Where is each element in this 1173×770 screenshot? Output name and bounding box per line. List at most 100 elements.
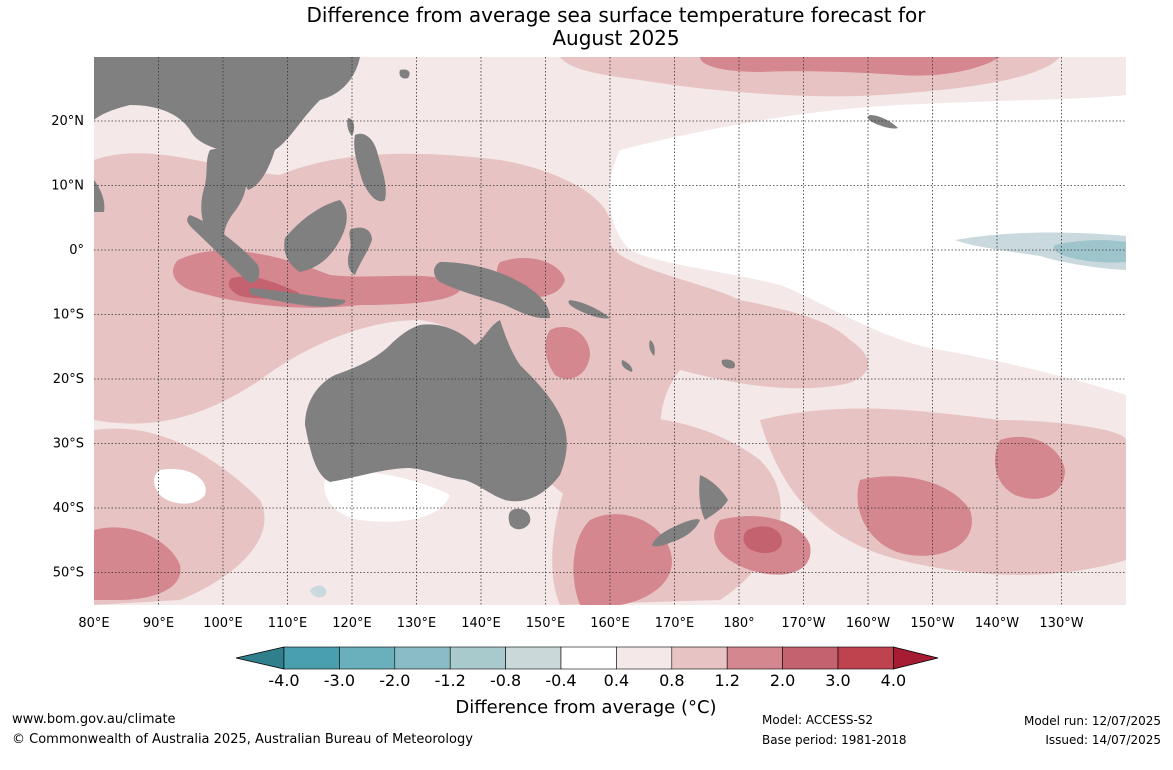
colorbar-swatch (449, 646, 506, 670)
colorbar-unit: °C (687, 697, 710, 718)
cool-region-mid (1053, 240, 1126, 263)
lat-label: 20°N (51, 114, 84, 129)
anomaly-region-coral-sea (545, 326, 590, 379)
colorbar-label: Difference from average ( (455, 697, 688, 718)
land-tasmania (508, 508, 531, 530)
anomaly-region-south-pacific-a (857, 476, 972, 556)
lon-label: 170°W (781, 616, 825, 631)
colorbar-tick-label: -1.2 (435, 671, 466, 690)
lon-label: 110°E (268, 616, 308, 631)
colorbar-tick-label: 3.0 (825, 671, 850, 690)
land-nz-north (699, 475, 728, 520)
colorbar-swatch (837, 646, 894, 670)
title-line-2: August 2025 (552, 26, 680, 50)
footer-model-run: Model run: 12/07/2025 (1023, 714, 1161, 728)
colorbar-under-arrow (235, 646, 285, 670)
lon-label: 130°W (1039, 616, 1083, 631)
colorbar-swatch (616, 646, 673, 670)
lon-label: 100°E (203, 616, 243, 631)
footer-copyright: © Commonwealth of Australia 2025, Austra… (12, 732, 473, 747)
colorbar-tick-label: -3.0 (324, 671, 355, 690)
lon-label: 150°W (910, 616, 954, 631)
colorbar-swatch (394, 646, 451, 670)
latitude-labels: 20°N 10°N 0° 10°S 20°S 30°S 40°S 50°S (51, 114, 84, 581)
colorbar-tick-label: 0.4 (604, 671, 629, 690)
colorbar-swatch (283, 646, 340, 670)
footer-model: Model: ACCESS-S2 (762, 713, 874, 727)
footer-base-period: Base period: 1981-2018 (762, 733, 907, 747)
footer-issued: Issued: 14/07/2025 (1045, 733, 1161, 747)
colorbar-label-close: ) (709, 697, 717, 718)
lon-label: 140°W (975, 616, 1019, 631)
colorbar-tick-label: -0.8 (490, 671, 521, 690)
land-borneo (284, 200, 347, 272)
land-nz-south (652, 519, 700, 547)
lat-label: 10°N (51, 179, 84, 194)
land (94, 57, 898, 547)
chart-title: Difference from average sea surface temp… (0, 4, 1173, 50)
colorbar-swatch (560, 646, 617, 670)
colorbar: -4.0 -3.0 -2.0 -1.2 -0.8 -0.4 0.4 0.8 1.2 2.0 3.0 4… (235, 646, 939, 690)
colorbar-tick-label: 0.8 (659, 671, 684, 690)
lat-label: 10°S (53, 308, 84, 323)
land-new-guinea (434, 262, 550, 319)
lon-label: 80°E (78, 616, 109, 631)
lon-label: 160°E (590, 616, 630, 631)
colorbar-tick-label: -0.4 (545, 671, 576, 690)
neutral-region-south-central (154, 469, 206, 504)
lon-label: 160°W (846, 616, 890, 631)
colorbar-title: Difference from average (°C) (236, 697, 936, 718)
land-japan (399, 69, 410, 79)
lon-label: 180° (723, 616, 754, 631)
gridlines (94, 57, 1126, 605)
colorbar-over-arrow (893, 646, 939, 670)
land-philippines (354, 133, 386, 202)
longitude-labels: 80°E 90°E 100°E 110°E 120°E 130°E 140°E 150°E 16… (78, 616, 1083, 631)
land-vanuatu (649, 340, 655, 356)
anomaly-region-north-pacific-core (700, 57, 1000, 76)
colorbar-swatch (782, 646, 839, 670)
land-sulawesi (347, 227, 372, 275)
title-line-1: Difference from average sea surface temp… (306, 3, 926, 27)
colorbar-tick-label: -4.0 (268, 671, 299, 690)
anomaly-band-cool (310, 232, 1126, 598)
lon-label: 130°E (397, 616, 437, 631)
lon-label: 150°E (526, 616, 566, 631)
land-india-tip (94, 180, 105, 212)
colorbar-swatch (726, 646, 783, 670)
lon-label: 90°E (143, 616, 174, 631)
colorbar-tick-label: 1.2 (714, 671, 739, 690)
land-hainan (269, 119, 282, 131)
lat-label: 20°S (53, 372, 84, 387)
land-solomon (568, 300, 610, 319)
lon-label: 140°E (461, 616, 501, 631)
anomaly-region-south-pacific-b (995, 436, 1065, 499)
anomaly-region-nz (573, 514, 672, 605)
lat-label: 50°S (53, 566, 84, 581)
colorbar-swatch (339, 646, 396, 670)
lon-label: 170°E (655, 616, 695, 631)
land-java (250, 288, 346, 307)
neutral-region-south-indian (324, 470, 450, 522)
land-indochina (201, 148, 247, 247)
land-hawaii (867, 115, 898, 129)
lat-label: 40°S (53, 501, 84, 516)
colorbar-swatch (671, 646, 728, 670)
colorbar-tick-label: -2.0 (379, 671, 410, 690)
anomaly-region-east-nz-core (743, 526, 782, 554)
footer-url[interactable]: www.bom.gov.au/climate (12, 712, 176, 727)
cool-region-south (310, 585, 327, 598)
colorbar-swatch (505, 646, 562, 670)
lat-label: 0° (69, 243, 84, 258)
land-australia (305, 320, 567, 502)
land-sumatra (187, 215, 260, 283)
land-new-caledonia (621, 360, 633, 372)
colorbar-tick-label: 4.0 (881, 671, 906, 690)
anomaly-region-south-indian-b (94, 527, 181, 600)
lon-label: 120°E (332, 616, 372, 631)
colorbar-tick-label: 2.0 (770, 671, 795, 690)
land-asia (94, 57, 360, 190)
map-plot-area (94, 57, 1126, 605)
land-fiji (721, 359, 736, 369)
